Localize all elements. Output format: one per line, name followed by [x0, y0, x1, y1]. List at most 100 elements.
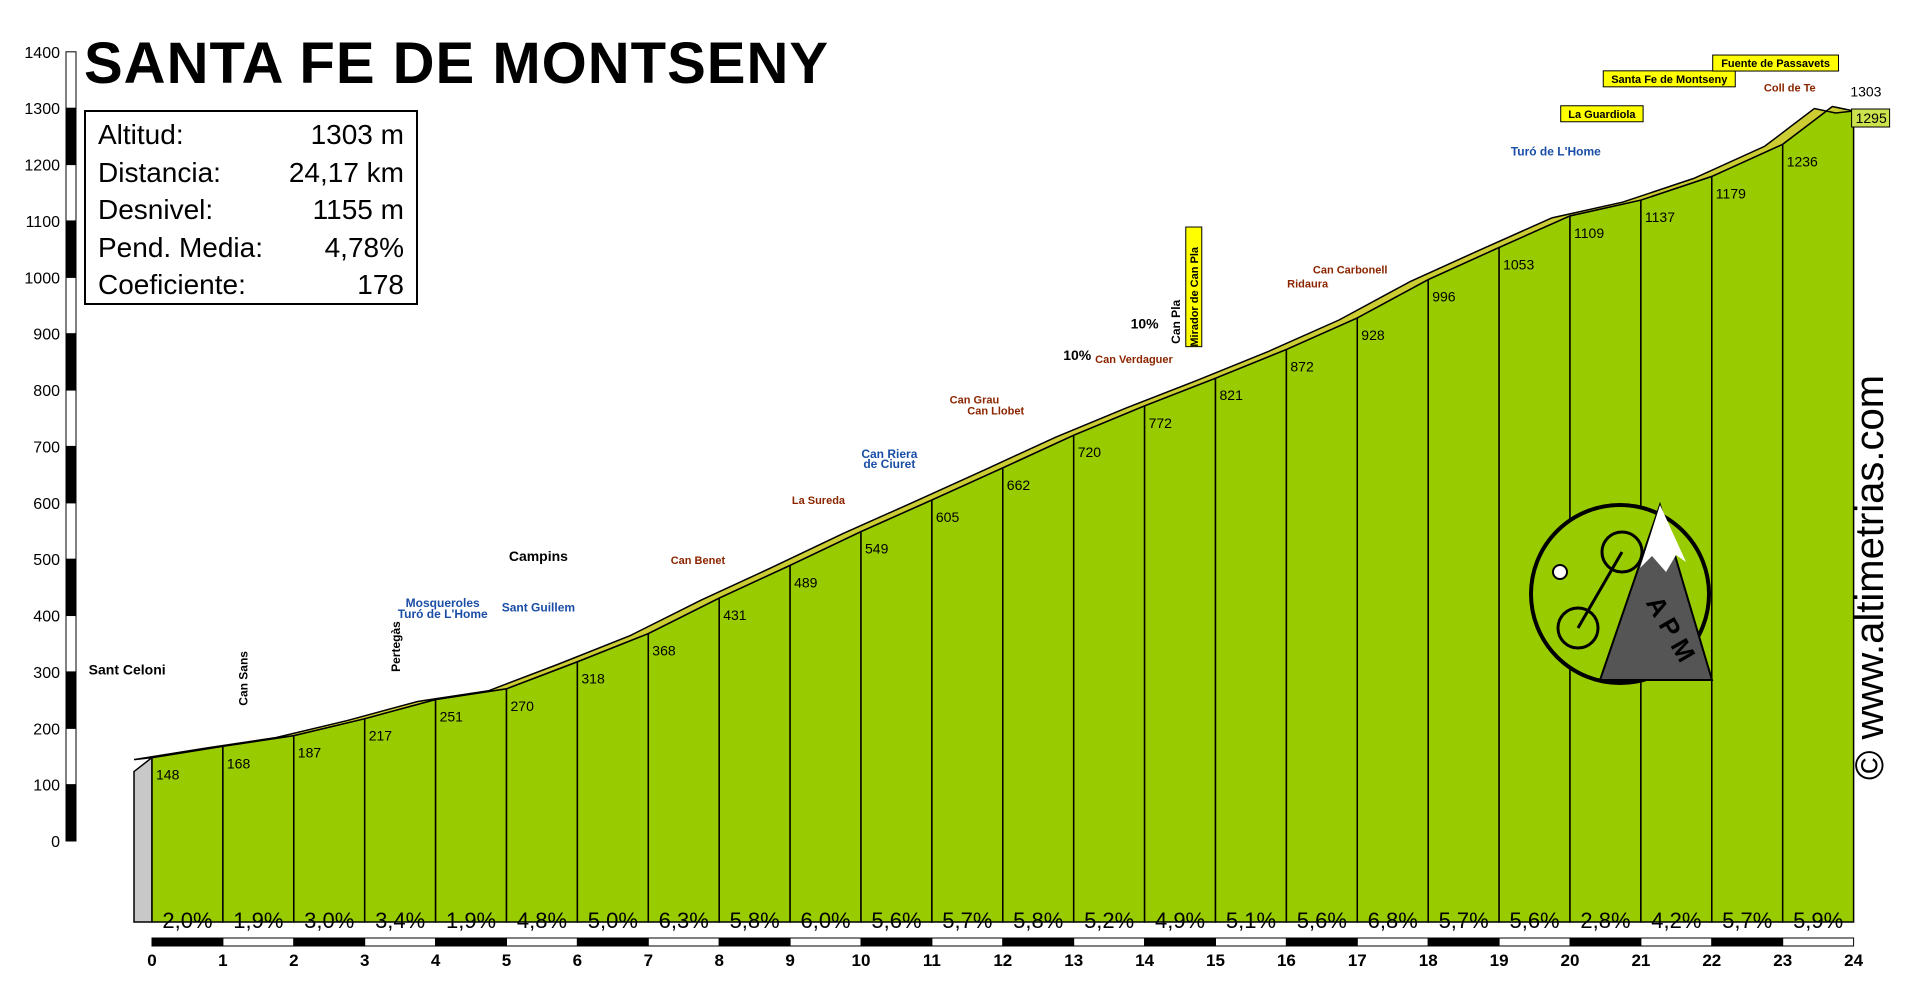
x-tick-label: 0 [147, 951, 156, 970]
y-tick-label: 300 [33, 665, 60, 682]
km-segment [1214, 348, 1288, 923]
stats-box: Altitud: 1303 m Distancia: 24,17 km Desniv… [84, 110, 418, 305]
x-tick-label: 1 [218, 951, 227, 970]
y-tick-label: 900 [33, 327, 60, 344]
y-tick-label: 1400 [24, 45, 60, 62]
x-ruler-segment [1640, 937, 1713, 947]
elevation-label: 549 [865, 541, 889, 557]
x-tick-label: 11 [923, 951, 941, 970]
gradient-label: 5,6% [871, 908, 921, 933]
place-label: Mirador de Can Pla [1189, 246, 1201, 347]
gradient-label: 5,7% [942, 908, 992, 933]
y-ruler-segment [65, 727, 77, 786]
elevation-label: 720 [1078, 444, 1102, 460]
x-tick-label: 21 [1631, 951, 1650, 970]
stat-desnivel: Desnivel: 1155 m [98, 194, 404, 225]
x-ruler-segment [293, 937, 366, 947]
elevation-label: 1137 [1645, 209, 1675, 225]
x-ruler-segment [222, 937, 295, 947]
y-ruler-segment [65, 445, 77, 504]
elevation-label: 168 [227, 755, 251, 771]
elevation-label: 1179 [1716, 185, 1746, 201]
place-label: Can Llobet [967, 405, 1024, 417]
place-label: de Ciuret [863, 457, 915, 471]
place-label: Can Sans [237, 651, 251, 706]
x-tick-label: 2 [289, 951, 298, 970]
km-segment [1072, 404, 1146, 923]
km-segment [1356, 278, 1429, 923]
y-ruler-segment [65, 107, 77, 166]
y-tick-label: 100 [33, 778, 60, 795]
page-title: SANTA FE DE MONTSENY [84, 31, 830, 96]
x-tick-label: 17 [1348, 951, 1367, 970]
y-tick-label: 200 [33, 721, 60, 738]
x-tick-label: 16 [1277, 951, 1296, 970]
elevation-label: 318 [581, 671, 605, 687]
x-axis: 0 1 2 3 4 5 6 7 8 9 10 11 12 13 14 15 16 17 18 19 20 21 22 23 24 [147, 937, 1864, 970]
gradient-label: 2,0% [162, 908, 212, 933]
x-ruler-segment [1711, 937, 1784, 947]
y-tick-label: 1200 [24, 158, 60, 175]
y-tick-label: 1300 [24, 101, 60, 118]
place-label: Can Pla [1169, 299, 1183, 343]
elevation-label: 270 [511, 698, 535, 714]
gradient-labels: 2,0% 1,9% 3,0% 3,4% 1,9% 4,8% 5,0% 6,3% 5,8% 6,0%… [162, 908, 1843, 933]
place-label: 10% [1063, 347, 1092, 363]
x-tick-label: 5 [502, 951, 511, 970]
place-label: Sant Celoni [89, 662, 166, 678]
place-labels: Sant Celoni Can SansPertegàsMosquerolesTu… [89, 54, 1840, 706]
gradient-label: 5,0% [588, 908, 638, 933]
x-ruler-segment [435, 937, 508, 947]
elevation-label: 148 [156, 767, 180, 783]
gradient-label: 5,2% [1084, 908, 1134, 933]
x-ruler-segment [1002, 937, 1075, 947]
place-label: Turó de L'Home [1511, 145, 1601, 159]
x-tick-label: 24 [1844, 951, 1863, 970]
gradient-label: 1,9% [233, 908, 283, 933]
x-tick-label: 9 [785, 951, 794, 970]
y-tick-label: 700 [33, 439, 60, 456]
y-ruler-segment [65, 558, 77, 617]
y-ruler-segment [65, 502, 77, 560]
elevation-label: 662 [1007, 477, 1031, 493]
elevation-label: 605 [936, 509, 960, 525]
km-segment [1711, 143, 1784, 923]
gradient-label: 6,3% [659, 908, 709, 933]
elevation-label: 251 [440, 709, 464, 725]
x-ruler-segment [860, 937, 933, 947]
gradient-label: 6,8% [1368, 908, 1418, 933]
y-tick-label: 600 [33, 496, 60, 513]
x-tick-label: 19 [1490, 951, 1509, 970]
x-ruler-segment [1215, 937, 1287, 947]
x-tick-label: 6 [573, 951, 582, 970]
km-segment [860, 498, 933, 923]
y-ruler-segment [65, 220, 77, 278]
x-tick-label: 10 [852, 951, 871, 970]
x-tick-label: 14 [1135, 951, 1154, 970]
gradient-label: 5,8% [1013, 908, 1063, 933]
x-ruler-segment [1285, 937, 1358, 947]
stat-pendiente: Pend. Media: 4,78% [98, 231, 404, 263]
stat-altitud: Altitud: 1303 m [98, 119, 404, 150]
y-tick-label: 0 [51, 834, 60, 851]
x-tick-label: 3 [360, 951, 369, 970]
y-ruler-segment [65, 784, 77, 842]
y-tick-label: 1100 [26, 214, 61, 231]
gradient-label: 5,6% [1509, 908, 1559, 933]
gradient-label: 5,8% [730, 908, 780, 933]
x-tick-label: 20 [1561, 951, 1580, 970]
place-label: Can Grau [950, 395, 1000, 407]
stat-distancia: Distancia: 24,17 km [98, 156, 404, 188]
gradient-label: 6,0% [800, 908, 850, 933]
x-ruler-segment [1144, 937, 1216, 947]
x-tick-label: 15 [1206, 951, 1225, 970]
y-ruler-segment [65, 276, 77, 335]
y-tick-label: 500 [33, 552, 60, 569]
elevation-label: 821 [1220, 387, 1244, 403]
place-label: Campins [509, 548, 568, 564]
km-segment [1143, 377, 1217, 923]
place-label: Fuente de Passavets [1721, 58, 1830, 70]
elevation-label: 872 [1290, 358, 1314, 374]
elevation-label: 431 [723, 607, 747, 623]
